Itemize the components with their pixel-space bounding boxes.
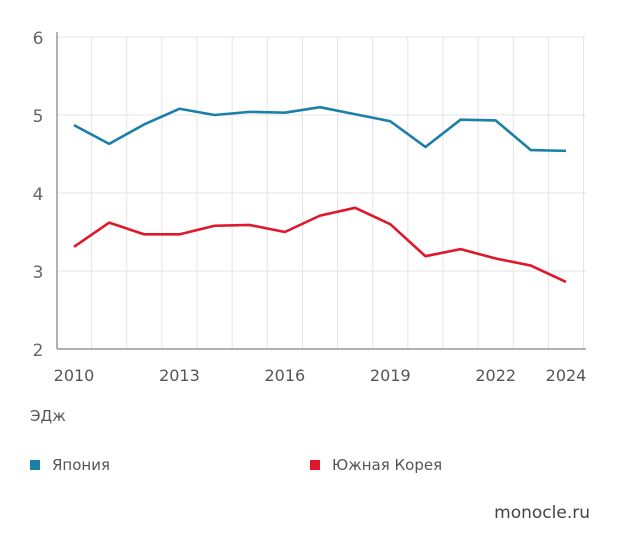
x-tick-label: 2010 [54, 366, 95, 385]
x-tick-label: 2016 [264, 366, 305, 385]
legend-label: Япония [52, 456, 110, 474]
x-tick-label: 2019 [370, 366, 411, 385]
plot-area: 2 3 4 5 6 2010 2013 2016 2019 2022 2024 [33, 29, 587, 385]
legend-label: Южная Корея [332, 456, 443, 474]
y-tick-label: 6 [33, 29, 44, 49]
x-tick-label: 2024 [546, 366, 587, 385]
x-tick-label: 2013 [159, 366, 200, 385]
legend-swatch [310, 460, 320, 470]
legend-swatch [30, 460, 40, 470]
x-tick-label: 2022 [475, 366, 516, 385]
y-tick-label: 2 [33, 341, 44, 361]
y-tick-label: 4 [33, 185, 44, 205]
source-label: monocle.ru [494, 503, 590, 523]
legend-item-japan: Япония [30, 456, 110, 474]
y-tick-label: 3 [33, 263, 44, 283]
series-line-0 [73, 105, 567, 153]
legend-item-korea: Южная Корея [310, 456, 442, 474]
y-axis-unit: ЭДж [30, 407, 66, 425]
y-tick-label: 5 [33, 107, 44, 127]
